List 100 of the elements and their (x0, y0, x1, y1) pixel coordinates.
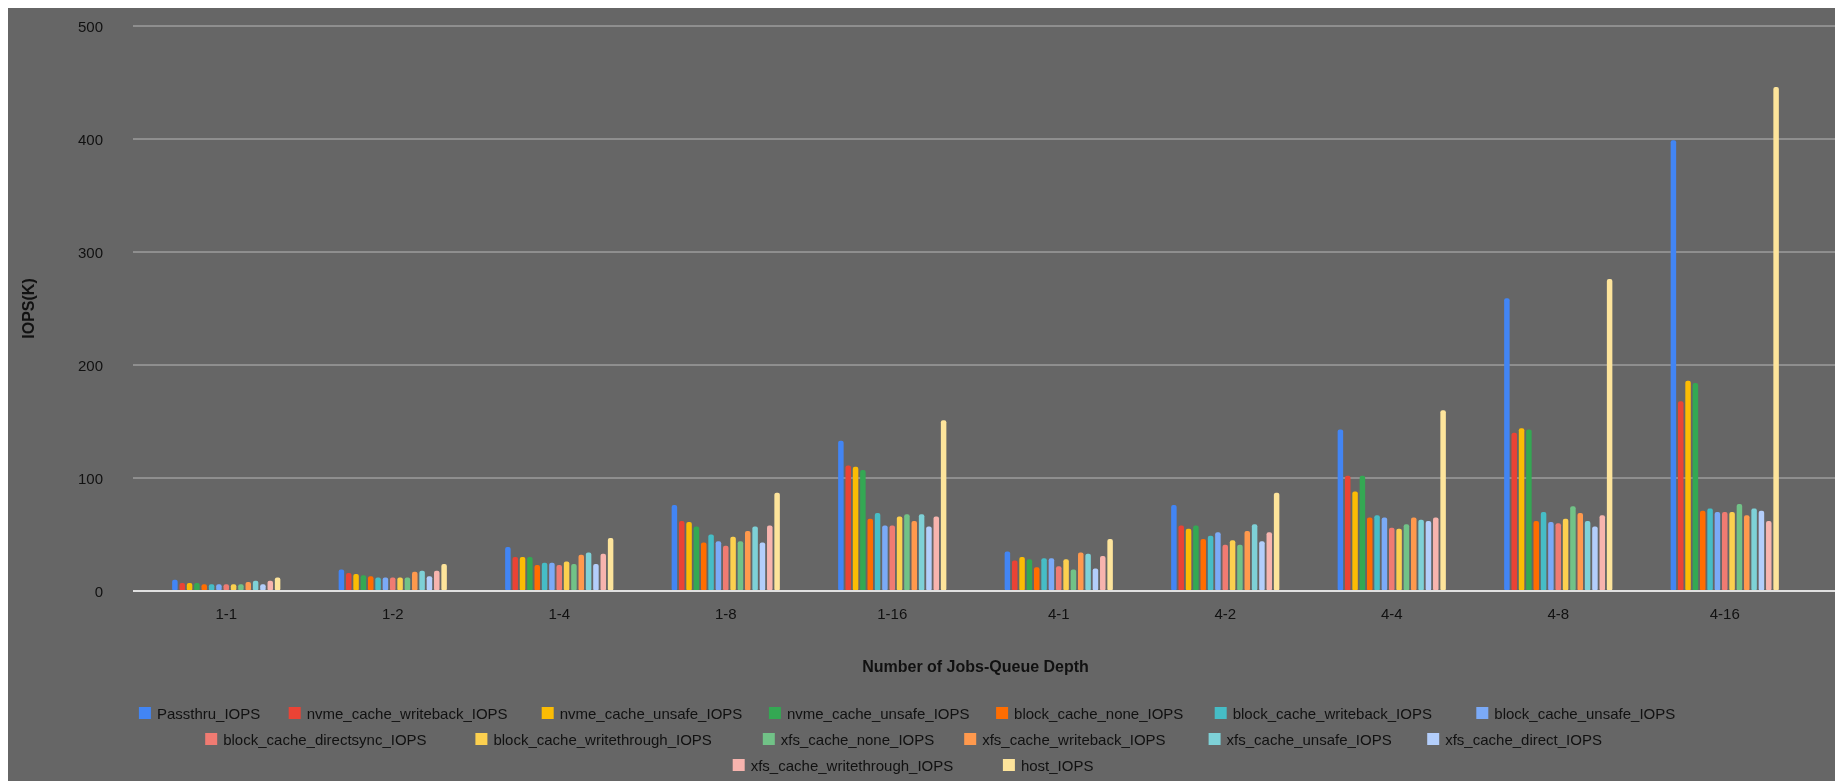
legend-label: block_cache_unsafe_IOPS (1494, 704, 1676, 722)
bar (1237, 544, 1243, 591)
bar (1215, 532, 1221, 591)
bar (1352, 491, 1358, 591)
bar (556, 565, 562, 591)
bar (1751, 508, 1757, 591)
bar (1577, 513, 1584, 591)
bar (1570, 506, 1576, 591)
bar (1063, 559, 1069, 591)
bar (1433, 517, 1439, 591)
legend-label: block_cache_directsync_IOPS (223, 730, 427, 748)
legend-label: nvme_cache_unsafe_IOPS (786, 704, 970, 722)
bar (745, 531, 751, 591)
bar (1344, 475, 1351, 591)
bar (1337, 429, 1344, 591)
bar (397, 577, 403, 591)
bar (419, 570, 425, 591)
legend-label: xfs_cache_none_IOPS (780, 730, 935, 748)
bar (1685, 380, 1691, 591)
x-tick-label: 4-4 (1380, 605, 1403, 622)
y-tick-label: 400 (77, 130, 103, 148)
y-tick-label: 100 (77, 469, 103, 487)
x-tick-label: 4-16 (1709, 605, 1740, 622)
bar (1526, 429, 1532, 591)
legend-label: Passthru_IOPS (156, 704, 261, 722)
bar (1722, 511, 1728, 591)
bar (1411, 517, 1417, 591)
bar (1692, 383, 1699, 591)
bar (1374, 515, 1380, 591)
bar (1100, 555, 1106, 591)
bar (1389, 527, 1395, 591)
bar (1359, 475, 1366, 591)
bar (723, 545, 729, 591)
bar (926, 526, 932, 591)
bar (708, 534, 714, 591)
x-tick-label: 4-1 (1047, 605, 1070, 622)
bar (549, 562, 555, 591)
bar (512, 557, 518, 591)
bar (1107, 539, 1113, 591)
bar (1504, 298, 1510, 591)
bar (1078, 552, 1084, 591)
bar (1592, 526, 1598, 591)
bar (1766, 520, 1772, 591)
bar (1729, 511, 1735, 591)
bar (889, 525, 895, 591)
bar (353, 574, 359, 591)
bar (767, 525, 773, 591)
y-tick-label: 0 (94, 582, 103, 600)
legend-label: xfs_cache_writethrough_IOPS (750, 756, 954, 774)
bar (1518, 428, 1525, 591)
legend-label: xfs_cache_unsafe_IOPS (1226, 730, 1392, 748)
legend-label: block_cache_writethrough_IOPS (493, 730, 712, 748)
bar (1178, 525, 1184, 591)
bar (1533, 520, 1539, 591)
bar (1440, 410, 1446, 591)
bar (1019, 557, 1025, 591)
bar (1540, 511, 1547, 591)
bar (441, 563, 447, 591)
bar (1773, 87, 1779, 591)
bar (1200, 539, 1206, 591)
x-tick-label: 1-2 (381, 605, 404, 622)
bar (527, 557, 533, 591)
legend-label: nvme_cache_writeback_IOPS (306, 704, 508, 722)
bar (1707, 508, 1713, 591)
bar (1418, 519, 1424, 591)
bar (1548, 522, 1554, 591)
y-tick-label: 200 (77, 356, 103, 374)
bar (390, 577, 396, 591)
x-tick-label: 4-8 (1547, 605, 1570, 622)
bar (412, 571, 418, 591)
legend-label: block_cache_writeback_IOPS (1232, 704, 1432, 722)
bar (1396, 528, 1402, 591)
y-axis-title: IOPS(K) (20, 278, 37, 339)
x-tick-label: 1-16 (877, 605, 908, 622)
bar (1555, 523, 1561, 591)
bar (838, 440, 844, 591)
x-tick-label: 1-1 (215, 605, 238, 622)
legend-label: xfs_cache_direct_IOPS (1445, 730, 1602, 748)
bar (752, 526, 758, 591)
legend-label: host_IOPS (1020, 756, 1094, 774)
legend-label: block_cache_none_IOPS (1014, 704, 1184, 722)
x-tick-label: 1-8 (714, 605, 737, 622)
bar (172, 579, 178, 591)
x-axis-title: Number of Jobs-Queue Depth (862, 658, 1089, 675)
bar (1193, 525, 1199, 591)
bar (1744, 515, 1750, 591)
bar (852, 466, 859, 591)
bar (434, 570, 440, 591)
bar (845, 465, 851, 591)
legend-label: xfs_cache_writeback_IOPS (982, 730, 1166, 748)
bar (774, 492, 780, 591)
bar (505, 546, 511, 591)
bar (730, 536, 736, 591)
bar (1085, 553, 1091, 591)
bar (896, 516, 903, 591)
bar (1056, 566, 1062, 591)
bar (1670, 140, 1677, 591)
bar (1273, 492, 1280, 591)
y-tick-label: 500 (77, 17, 103, 35)
bar (1041, 558, 1047, 591)
